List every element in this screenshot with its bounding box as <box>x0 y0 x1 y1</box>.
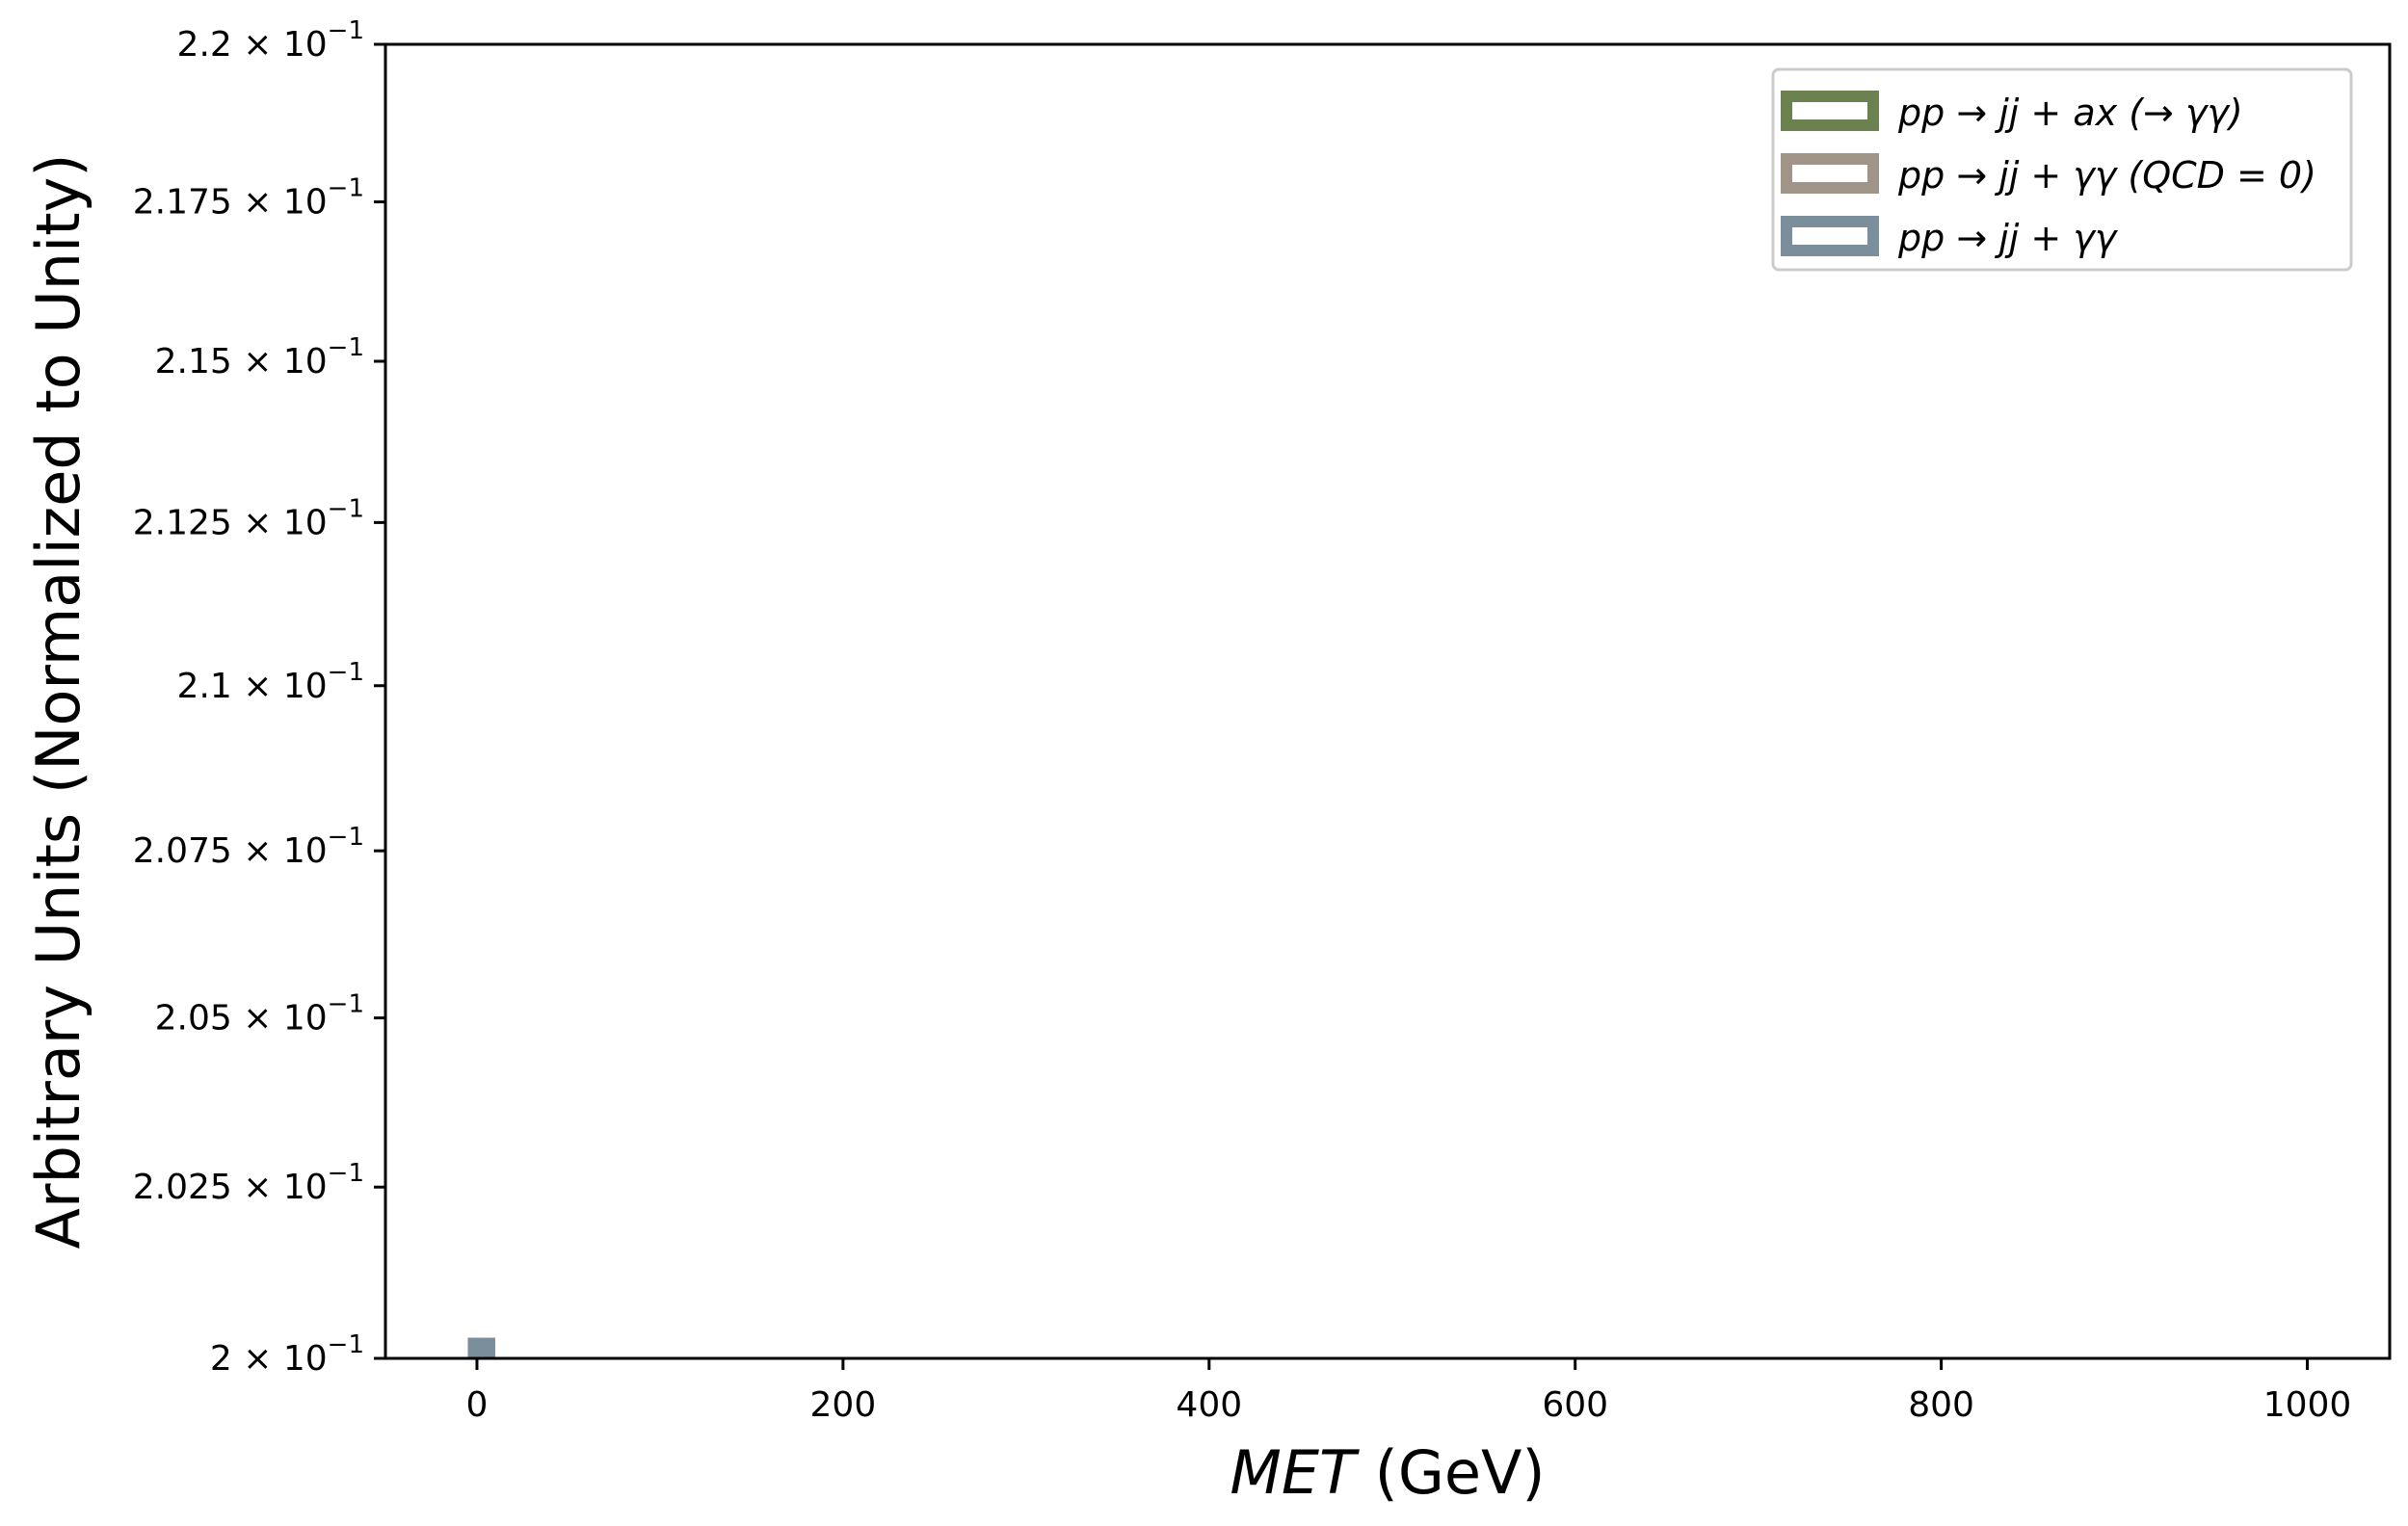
y-tick-mantissa: 2.1 <box>177 667 232 706</box>
y-tick-label: 2.2 × 10−1 <box>177 16 364 65</box>
y-tick-mantissa: 2.15 <box>155 342 232 382</box>
y-tick-exponent: −1 <box>328 333 364 362</box>
y-axis-ticks: 2 × 10−12.025 × 10−12.05 × 10−12.075 × 1… <box>133 16 385 1379</box>
y-tick-label: 2.1 × 10−1 <box>177 658 364 706</box>
legend: pp → jj + ax (→ γγ) pp → jj + γγ (QCD = 0… <box>1771 67 2353 272</box>
x-tick-label: 0 <box>466 1385 489 1425</box>
y-axis-label: Arbitrary Units (Normalized to Unity) <box>23 154 93 1250</box>
histogram-bar <box>467 1337 495 1358</box>
legend-swatch <box>1781 91 1879 131</box>
legend-box <box>1771 67 2353 272</box>
x-axis-label-italic: MET <box>1230 1437 1360 1508</box>
x-tick-label: 1000 <box>2263 1385 2352 1425</box>
legend-swatch <box>1781 216 1879 256</box>
legend-entry: pp → jj + γγ <box>1781 216 2119 259</box>
x-axis-label-unit: (GeV) <box>1356 1437 1546 1508</box>
y-tick-base: × 10 <box>232 831 328 871</box>
legend-entry: pp → jj + γγ (QCD = 0) <box>1781 153 2316 197</box>
x-tick-label: 800 <box>1908 1385 1974 1425</box>
y-tick-mantissa: 2.125 <box>133 503 232 542</box>
y-tick-exponent: −1 <box>328 1159 364 1188</box>
y-tick-label: 2.075 × 10−1 <box>133 823 364 871</box>
x-tick-label: 600 <box>1542 1385 1608 1425</box>
y-tick-exponent: −1 <box>328 494 364 523</box>
y-tick-exponent: −1 <box>328 174 364 203</box>
y-tick-label: 2.125 × 10−1 <box>133 494 364 542</box>
y-tick-mantissa: 2.175 <box>133 183 232 223</box>
y-tick-base: × 10 <box>232 667 328 706</box>
y-tick-base: × 10 <box>232 25 328 65</box>
histogram-bars <box>467 1337 495 1358</box>
y-tick-label: 2 × 10−1 <box>210 1330 364 1379</box>
y-tick-base: × 10 <box>232 342 328 382</box>
y-tick-exponent: −1 <box>328 1330 364 1359</box>
y-tick-base: × 10 <box>232 1339 328 1379</box>
legend-label: pp → jj + ax (→ γγ) <box>1897 92 2243 134</box>
legend-label: pp → jj + γγ (QCD = 0) <box>1897 154 2316 197</box>
y-tick-label: 2.025 × 10−1 <box>133 1159 364 1207</box>
y-tick-base: × 10 <box>232 999 328 1039</box>
y-tick-label: 2.05 × 10−1 <box>155 990 364 1039</box>
y-tick-mantissa: 2.2 <box>177 25 232 65</box>
y-tick-base: × 10 <box>232 183 328 223</box>
legend-label: pp → jj + γγ <box>1897 217 2119 259</box>
y-tick-exponent: −1 <box>328 990 364 1019</box>
y-tick-base: × 10 <box>232 1168 328 1207</box>
y-tick-exponent: −1 <box>328 823 364 852</box>
legend-swatch <box>1781 153 1879 194</box>
y-tick-mantissa: 2.05 <box>155 999 232 1039</box>
y-tick-mantissa: 2 <box>210 1339 232 1379</box>
y-tick-exponent: −1 <box>328 658 364 687</box>
plot-frame <box>384 42 2392 1360</box>
legend-entry: pp → jj + ax (→ γγ) <box>1781 91 2243 134</box>
y-tick-base: × 10 <box>232 503 328 542</box>
y-tick-label: 2.15 × 10−1 <box>155 333 364 382</box>
y-tick-exponent: −1 <box>328 16 364 45</box>
x-tick-label: 200 <box>810 1385 877 1425</box>
y-tick-mantissa: 2.075 <box>133 831 232 871</box>
y-tick-label: 2.175 × 10−1 <box>133 174 364 223</box>
x-axis-ticks: 0 200 400 600 800 1000 <box>466 1358 2352 1425</box>
x-axis-label: MET (GeV) <box>1230 1437 1545 1508</box>
y-tick-mantissa: 2.025 <box>133 1168 232 1207</box>
x-tick-label: 400 <box>1176 1385 1242 1425</box>
